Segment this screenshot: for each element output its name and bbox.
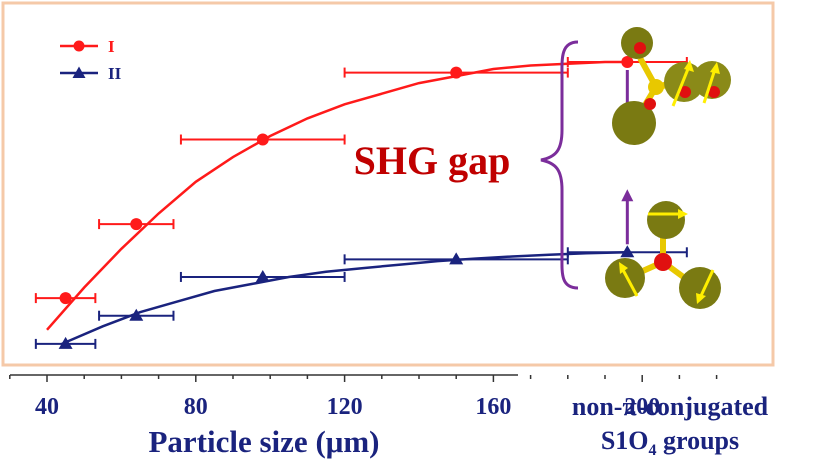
- central-atom: [654, 253, 672, 271]
- oxygen-lobe-lower-left: [605, 258, 645, 298]
- x-axis-ticks: 40 80 120 160 200: [9, 375, 718, 420]
- series-2-point-0: [58, 336, 73, 349]
- oxygen-lobe-left: [612, 101, 656, 145]
- series-1-point-4: [621, 56, 634, 68]
- plot-frame: [1, 1, 775, 367]
- series-1-fit-line: [46, 60, 628, 331]
- caption-formula-subscript: 4: [648, 442, 657, 460]
- series-1-point-3: [450, 66, 463, 79]
- curly-brace: [540, 40, 579, 290]
- series-1-point-0: [59, 292, 72, 305]
- x-axis-label: Particle size (μm): [148, 424, 379, 459]
- series-2-fit-line: [61, 251, 628, 346]
- legend-item-ii: II: [60, 64, 122, 83]
- legend-label-i: I: [108, 37, 115, 56]
- series-1: [34, 56, 688, 331]
- series-2-point-1: [129, 308, 144, 321]
- shg-gap-label: SHG gap: [354, 138, 511, 183]
- oxygen-lobe-lower-right: [679, 267, 721, 309]
- series-2-point-4: [620, 245, 635, 258]
- series-2-point-3: [449, 252, 464, 265]
- gap-arrow-up-head: [621, 189, 634, 202]
- x-tick-label-80: 80: [184, 394, 208, 420]
- legend-label-ii: II: [108, 64, 122, 83]
- legend-item-i: I: [60, 37, 115, 56]
- series-2: [34, 245, 688, 349]
- x-tick-label-40: 40: [35, 394, 59, 420]
- series-1-point-1: [130, 218, 143, 231]
- legend-marker-ii: [72, 66, 86, 78]
- legend-marker-i: [73, 40, 85, 52]
- x-tick-label-160: 160: [475, 394, 511, 420]
- caption-line-1-text: non-π-conjugated: [571, 392, 769, 421]
- caption-groups: groups: [656, 426, 740, 455]
- s1o4-group-top-view: [605, 201, 721, 309]
- x-tick-label-200: 200: [624, 394, 660, 420]
- series-1-point-2: [256, 133, 269, 146]
- series-2-point-2: [255, 269, 270, 282]
- oxygen-lobe-upper: [647, 201, 685, 239]
- caption-line-1: non-π-conjugated: [520, 392, 820, 422]
- series-layer: [34, 56, 688, 349]
- x-tick-label-120: 120: [327, 394, 363, 420]
- legend: I II: [60, 37, 122, 83]
- s1o4-group-side-view: [612, 27, 731, 145]
- silicon-atom: [648, 79, 664, 95]
- caption-line-2: S1O4 groups: [520, 426, 820, 460]
- caption-formula: S1O: [600, 426, 649, 455]
